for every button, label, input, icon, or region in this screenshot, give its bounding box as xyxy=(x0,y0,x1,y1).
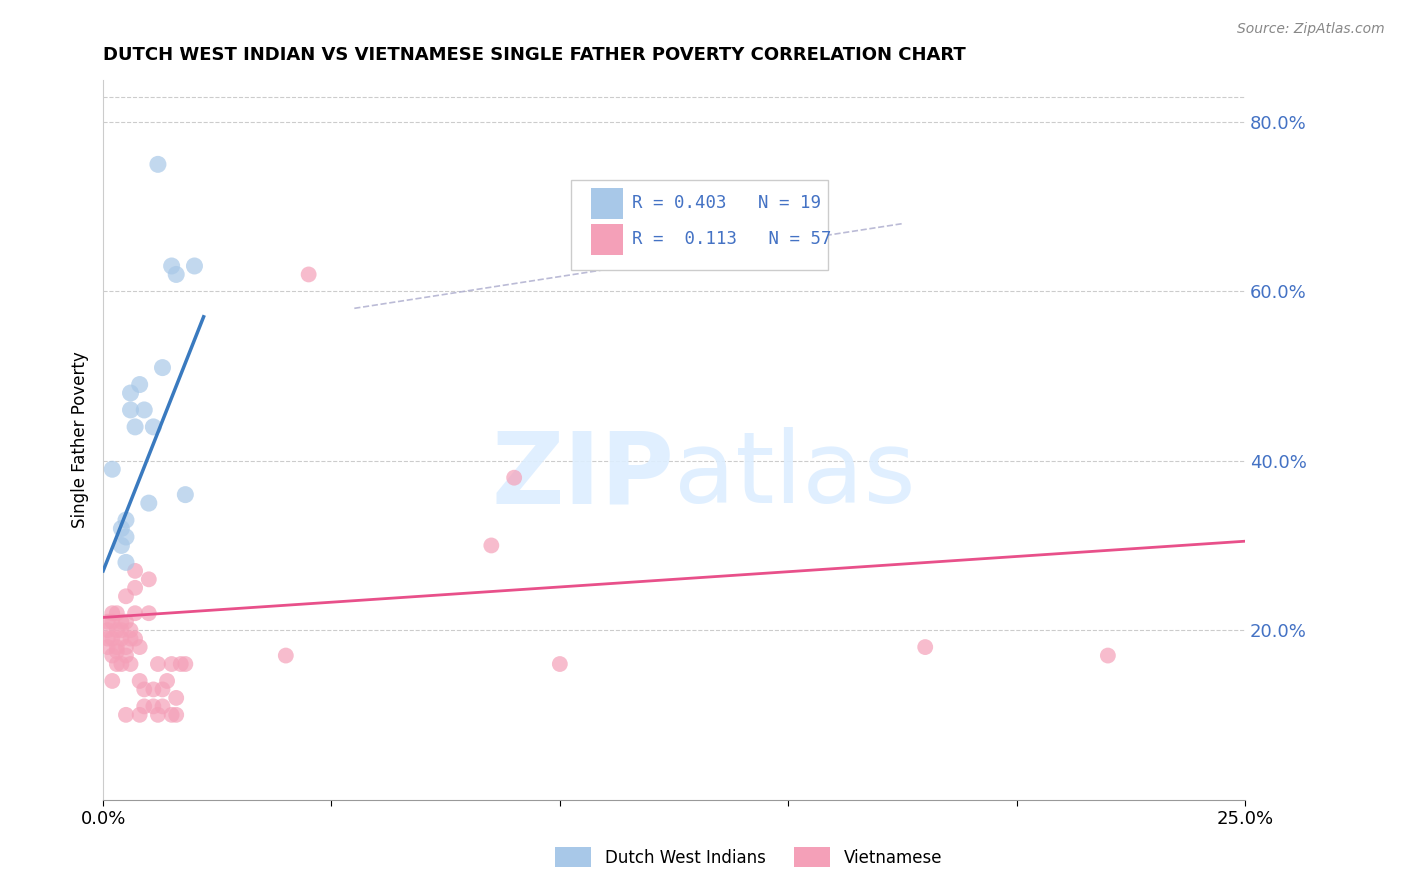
Y-axis label: Single Father Poverty: Single Father Poverty xyxy=(72,351,89,528)
Point xyxy=(165,690,187,705)
Point xyxy=(105,640,128,654)
Point xyxy=(1097,648,1119,663)
Point xyxy=(138,606,160,620)
Text: R =  0.113   N = 57: R = 0.113 N = 57 xyxy=(631,230,831,248)
Point xyxy=(174,488,197,502)
Point xyxy=(110,522,132,536)
Point xyxy=(105,644,128,658)
Point xyxy=(101,673,124,688)
Point xyxy=(165,268,187,282)
Text: DUTCH WEST INDIAN VS VIETNAMESE SINGLE FATHER POVERTY CORRELATION CHART: DUTCH WEST INDIAN VS VIETNAMESE SINGLE F… xyxy=(103,46,966,64)
Point xyxy=(105,623,128,637)
Point xyxy=(115,648,138,663)
Point xyxy=(479,538,502,552)
Point xyxy=(97,615,120,629)
Point xyxy=(124,581,146,595)
Point xyxy=(115,640,138,654)
Point xyxy=(105,657,128,671)
Point xyxy=(101,606,124,620)
Point xyxy=(174,657,197,671)
Bar xyxy=(591,225,623,254)
Point xyxy=(146,707,169,722)
Point xyxy=(138,572,160,586)
Point xyxy=(115,513,138,527)
Point xyxy=(274,648,297,663)
Point xyxy=(124,606,146,620)
Point xyxy=(97,623,120,637)
Point xyxy=(115,615,138,629)
Point xyxy=(124,632,146,646)
Point xyxy=(115,707,138,722)
Point xyxy=(138,496,160,510)
Point xyxy=(142,420,165,434)
Point xyxy=(101,615,124,629)
Text: ZIP: ZIP xyxy=(491,427,673,524)
Point xyxy=(110,623,132,637)
Point xyxy=(160,657,183,671)
Point xyxy=(142,682,165,697)
Bar xyxy=(591,188,623,219)
Text: atlas: atlas xyxy=(673,427,915,524)
Point xyxy=(146,157,169,171)
Point xyxy=(120,623,142,637)
Point xyxy=(152,682,174,697)
Point xyxy=(115,555,138,569)
Point xyxy=(160,707,183,722)
Point xyxy=(115,530,138,544)
Point xyxy=(134,699,156,714)
Text: Source: ZipAtlas.com: Source: ZipAtlas.com xyxy=(1237,22,1385,37)
Point xyxy=(120,657,142,671)
Point xyxy=(165,707,187,722)
Point xyxy=(120,632,142,646)
Point xyxy=(160,259,183,273)
Point xyxy=(110,657,132,671)
Point xyxy=(110,632,132,646)
Point xyxy=(503,471,526,485)
Point xyxy=(110,538,132,552)
Point xyxy=(914,640,936,654)
Point xyxy=(152,360,174,375)
Point xyxy=(128,377,150,392)
Point xyxy=(128,707,150,722)
FancyBboxPatch shape xyxy=(571,180,828,270)
Point xyxy=(156,673,179,688)
Point xyxy=(142,699,165,714)
Point xyxy=(110,615,132,629)
Point xyxy=(124,564,146,578)
Point xyxy=(120,403,142,417)
Point xyxy=(548,657,571,671)
Point xyxy=(97,640,120,654)
Point xyxy=(97,632,120,646)
Point xyxy=(128,673,150,688)
Point xyxy=(152,699,174,714)
Point xyxy=(170,657,193,671)
Text: Vietnamese: Vietnamese xyxy=(844,849,942,867)
Point xyxy=(298,268,321,282)
Point xyxy=(124,420,146,434)
Point xyxy=(101,648,124,663)
Point xyxy=(146,657,169,671)
Point xyxy=(120,386,142,401)
Point xyxy=(105,606,128,620)
Text: R = 0.403   N = 19: R = 0.403 N = 19 xyxy=(631,194,821,211)
Point xyxy=(134,403,156,417)
Point xyxy=(101,462,124,476)
Point xyxy=(115,589,138,603)
Point xyxy=(128,640,150,654)
Point xyxy=(101,632,124,646)
Point xyxy=(183,259,205,273)
Text: Dutch West Indians: Dutch West Indians xyxy=(605,849,765,867)
Point xyxy=(134,682,156,697)
